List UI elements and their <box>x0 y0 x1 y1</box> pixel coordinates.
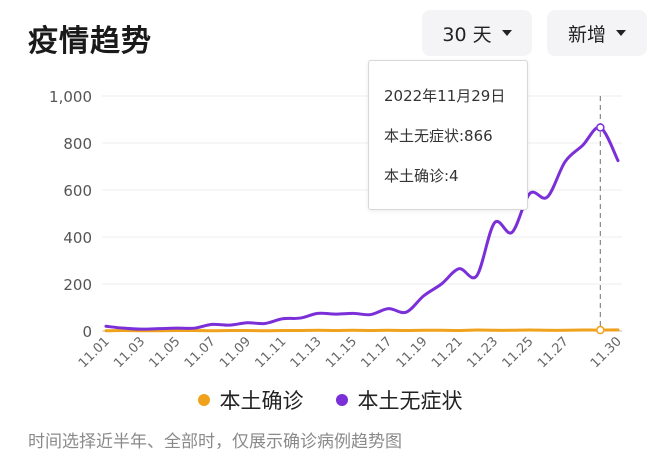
time-range-label: 30 天 <box>442 23 492 46</box>
page-title: 疫情趋势 <box>28 24 152 59</box>
x-tick-label: 11.01 <box>76 334 113 371</box>
legend-item-confirmed[interactable]: 本土确诊 <box>197 385 304 415</box>
legend-dot-asymptomatic <box>335 394 348 406</box>
legend-label-asymptomatic: 本土无症状 <box>357 389 463 413</box>
footnote: 时间选择近半年、全部时，仅展示确诊病例趋势图 <box>28 432 402 452</box>
highlight-point-confirmed <box>596 325 605 335</box>
y-tick-label: 400 <box>63 229 92 247</box>
x-tick-label: 11.11 <box>252 334 289 371</box>
x-tick-label: 11.13 <box>288 334 325 371</box>
legend-dot-confirmed <box>197 394 210 406</box>
caret-down-icon <box>501 30 512 36</box>
tooltip-confirmed: 本土确诊:4 <box>384 167 459 185</box>
series-line-confirmed <box>104 328 620 333</box>
chart-legend: 本土确诊 本土无症状 <box>0 385 660 415</box>
y-tick-label: 1,000 <box>49 88 92 106</box>
y-tick-label: 800 <box>63 135 92 153</box>
x-tick-label: 11.07 <box>182 334 219 371</box>
tooltip-date: 2022年11月29日 <box>384 87 506 105</box>
data-mode-label: 新增 <box>567 23 606 46</box>
x-tick-label: 11.21 <box>429 334 466 371</box>
x-tick-label: 11.27 <box>535 334 572 371</box>
time-range-dropdown[interactable]: 30 天 <box>422 10 532 56</box>
chart-tooltip: 2022年11月29日 本土无症状:866 本土确诊:4 <box>368 60 528 210</box>
tooltip-asymptomatic: 本土无症状:866 <box>384 127 493 145</box>
x-tick-label: 11.25 <box>500 334 537 371</box>
x-tick-label: 11.23 <box>464 334 501 371</box>
x-tick-label: 11.30 <box>588 334 625 371</box>
legend-label-confirmed: 本土确诊 <box>219 389 304 413</box>
x-tick-label: 11.05 <box>147 334 184 371</box>
caret-down-icon <box>616 30 626 36</box>
series-line-asymptomatic <box>104 125 620 331</box>
x-tick-label: 11.09 <box>217 334 254 371</box>
data-mode-dropdown[interactable]: 新增 <box>547 10 647 56</box>
legend-item-asymptomatic[interactable]: 本土无症状 <box>335 385 463 415</box>
x-tick-label: 11.19 <box>394 334 431 371</box>
x-tick-label: 11.15 <box>323 334 360 371</box>
x-tick-label: 11.03 <box>111 334 148 371</box>
y-tick-label: 0 <box>82 323 92 341</box>
x-tick-label: 11.17 <box>358 334 395 371</box>
highlight-point-asymptomatic <box>596 123 605 132</box>
y-tick-label: 600 <box>63 182 92 200</box>
y-tick-label: 200 <box>63 276 92 294</box>
